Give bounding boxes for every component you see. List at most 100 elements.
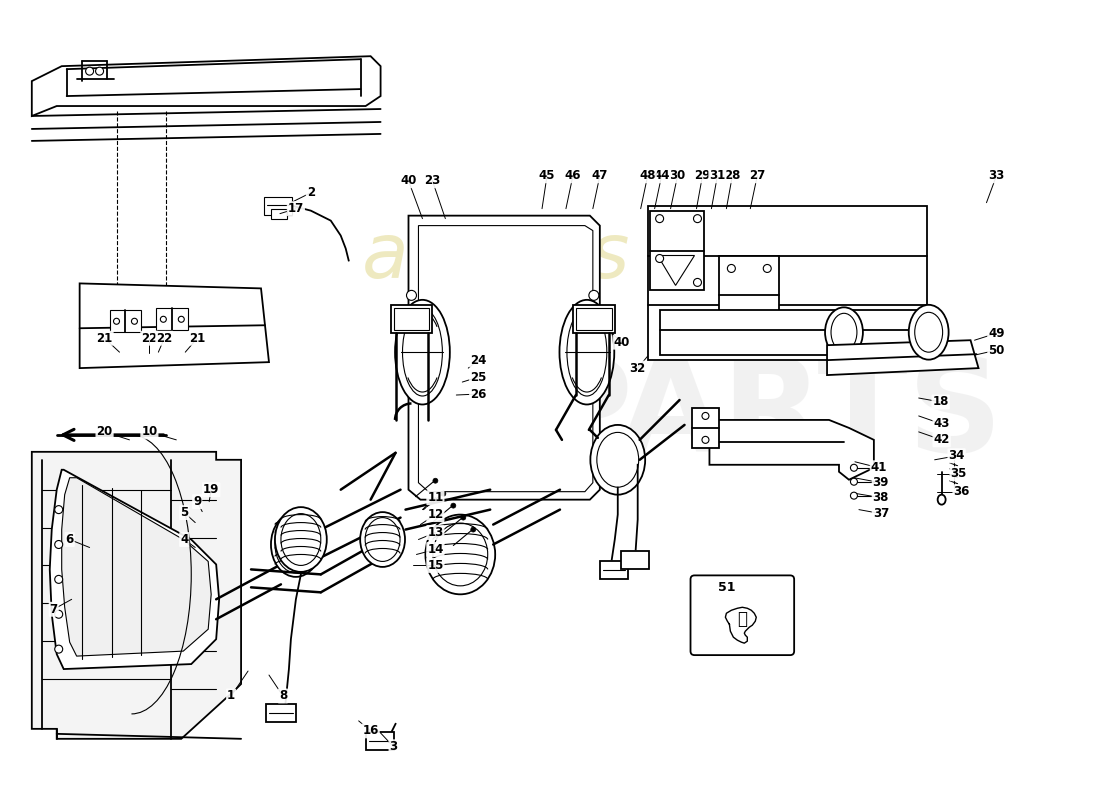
Polygon shape [710,420,873,480]
Bar [719,255,779,335]
Ellipse shape [588,290,598,300]
Ellipse shape [656,214,663,222]
Text: 26: 26 [470,387,486,401]
Text: 5: 5 [180,506,188,519]
Ellipse shape [461,515,465,520]
Ellipse shape [178,316,185,322]
Text: 50: 50 [988,344,1004,357]
Text: 12: 12 [427,508,443,521]
Ellipse shape [915,312,943,352]
Text: 36: 36 [954,485,970,498]
Ellipse shape [830,314,857,351]
Text: 22: 22 [141,332,157,345]
Ellipse shape [407,290,417,300]
Text: 34: 34 [948,450,965,462]
Text: 42: 42 [934,434,949,446]
Text: 🐴: 🐴 [737,610,747,628]
Text: 6: 6 [66,533,74,546]
Ellipse shape [451,503,455,508]
Text: 30: 30 [670,170,685,182]
Ellipse shape [433,478,438,483]
Ellipse shape [280,514,321,566]
Ellipse shape [96,67,103,75]
Ellipse shape [55,506,63,514]
Text: 17: 17 [288,202,304,215]
Polygon shape [32,56,381,116]
Bar [266,704,296,722]
Text: 24: 24 [470,354,486,366]
Text: 23: 23 [425,174,440,187]
Text: 7: 7 [50,602,58,616]
Ellipse shape [441,491,446,496]
Ellipse shape [132,318,138,324]
Text: 31: 31 [710,170,726,182]
Ellipse shape [727,265,736,273]
Ellipse shape [937,494,946,505]
Ellipse shape [702,413,708,419]
Text: 8: 8 [278,690,287,702]
Text: 21: 21 [97,332,112,345]
Text: 25: 25 [470,370,486,383]
Bar [365,732,394,750]
Text: 15: 15 [427,559,443,572]
Bar [271,209,287,218]
Ellipse shape [727,316,736,324]
Ellipse shape [693,214,702,222]
Text: 40: 40 [400,174,417,187]
Text: 13: 13 [427,526,443,539]
Bar [692,408,719,448]
Text: 3: 3 [389,740,397,754]
Ellipse shape [825,307,862,357]
Text: 1: 1 [227,690,235,702]
Ellipse shape [426,514,495,594]
Text: 44: 44 [653,170,670,182]
Text: 32: 32 [629,362,646,374]
Ellipse shape [850,492,857,499]
Bar [650,210,704,290]
Bar [648,206,926,360]
Ellipse shape [55,575,63,583]
Ellipse shape [86,67,94,75]
Text: 46: 46 [564,170,581,182]
Ellipse shape [471,527,476,532]
Ellipse shape [763,316,771,324]
Polygon shape [418,226,593,492]
Bar [110,310,142,332]
Polygon shape [827,340,979,375]
Ellipse shape [55,610,63,618]
Bar [156,308,188,330]
Ellipse shape [55,645,63,653]
Ellipse shape [360,512,405,567]
Ellipse shape [365,518,400,562]
Text: 51: 51 [717,581,735,594]
Text: 40: 40 [614,336,630,349]
Ellipse shape [850,478,857,486]
Ellipse shape [850,464,857,471]
Text: 45: 45 [539,170,556,182]
Text: 41: 41 [871,462,887,474]
Bar [576,308,612,330]
Text: 10: 10 [141,426,157,438]
Text: a parts: a parts [362,219,629,294]
Text: 38: 38 [872,491,889,504]
Ellipse shape [566,308,607,396]
Bar [600,562,628,579]
Polygon shape [62,478,211,656]
Polygon shape [32,452,241,739]
Text: 35: 35 [950,467,967,480]
Text: 14: 14 [427,543,443,556]
Text: 49: 49 [988,326,1004,340]
Text: 16: 16 [362,724,378,738]
Text: 39: 39 [872,476,889,490]
Text: 9: 9 [194,495,201,508]
Text: 33: 33 [988,170,1004,182]
Text: 18: 18 [933,395,949,409]
Text: 2: 2 [307,186,315,199]
Bar [394,308,429,330]
Text: 11: 11 [427,491,443,504]
Text: 22: 22 [156,332,173,345]
Text: 47: 47 [592,170,608,182]
Text: 21: 21 [189,332,206,345]
Ellipse shape [275,516,317,573]
Ellipse shape [693,278,702,286]
